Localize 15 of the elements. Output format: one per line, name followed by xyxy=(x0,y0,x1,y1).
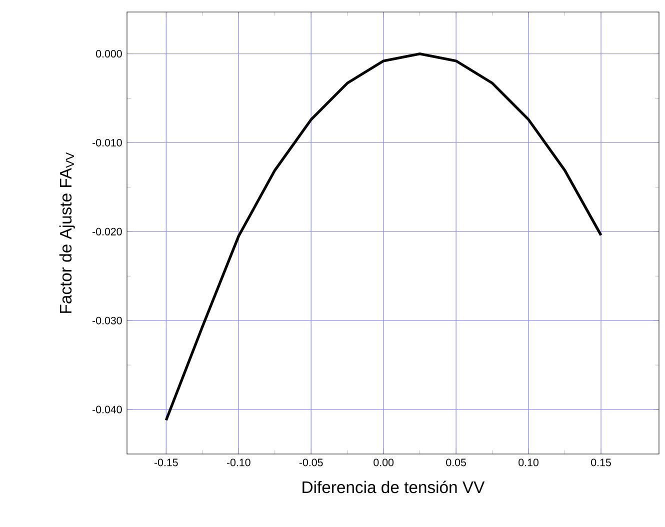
x-tick-label: 0.10 xyxy=(518,458,538,466)
x-tick-label: -0.05 xyxy=(299,458,323,466)
x-tick-label: 0.00 xyxy=(374,458,394,466)
y-tick-label: -0.010 xyxy=(92,138,122,146)
line-series xyxy=(164,52,602,422)
y-tick-label: 0.000 xyxy=(96,50,122,58)
x-tick-label: 0.15 xyxy=(591,458,611,466)
x-axis-title: Diferencia de tensión VV xyxy=(302,480,485,494)
y-tick-label: -0.020 xyxy=(92,228,122,236)
x-tick-label: -0.15 xyxy=(154,458,178,466)
y-axis-title: Factor de Ajuste FA$_{VV}$ xyxy=(59,152,75,313)
x-tick-label: -0.10 xyxy=(226,458,250,466)
x-tick-label: 0.05 xyxy=(446,458,466,466)
y-tick-label: -0.030 xyxy=(92,316,122,324)
y-tick-label: -0.040 xyxy=(92,406,122,414)
